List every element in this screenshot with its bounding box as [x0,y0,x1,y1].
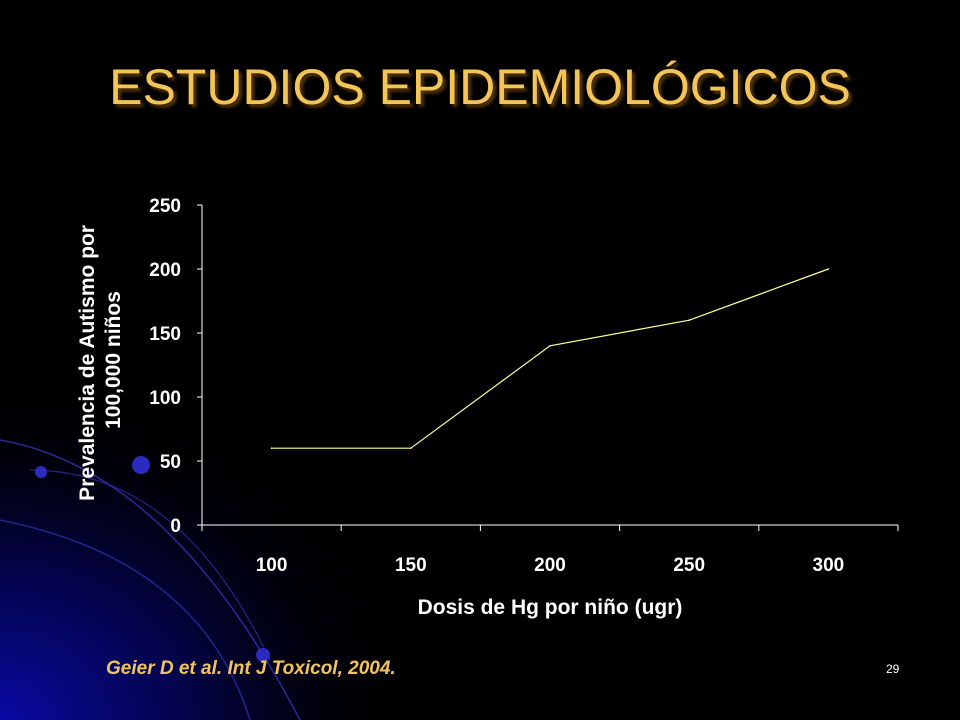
citation: Geier D et al. Int J Toxicol, 2004. [106,658,396,679]
decor-dot [35,466,47,478]
chart-plot [270,268,830,450]
data-point [688,319,690,322]
blue-glow [0,380,420,720]
y-tick-label: 50 [160,452,181,473]
x-tick-label: 200 [534,555,566,576]
x-tick-label: 250 [673,555,705,576]
x-tick-label: 100 [256,555,288,576]
y-tick-label: 150 [149,324,181,345]
decor-arc [29,469,271,661]
decor-arc [0,519,251,720]
data-point [410,447,412,450]
x-tick-label: 150 [395,555,427,576]
y-tick-label: 0 [170,516,181,537]
y-axis-title: Prevalencia de Autismo por 100,000 niños [76,219,125,501]
decor-dot [256,648,270,662]
y-axis-title-line-1: Prevalencia de Autismo por [76,225,99,501]
decor-dot [132,456,150,474]
chart-axes [201,205,898,526]
y-tick-label: 200 [149,260,181,281]
data-point [270,447,273,450]
x-axis-title: Dosis de Hg por niño (ugr) [418,596,683,619]
slide-title: ESTUDIOS EPIDEMIOLÓGICOS [109,59,851,115]
y-axis-title-line-2: 100,000 niños [102,291,125,429]
series-line [271,268,829,449]
page-number: 29 [886,662,900,676]
y-tick-label: 100 [149,388,181,409]
x-tick-label: 300 [813,555,845,576]
y-tick-label: 250 [149,196,181,217]
data-point [827,268,830,270]
data-point [549,345,551,347]
chart-ticks: 0 50 100 150 200 250 100 150 200 250 300 [149,196,899,576]
